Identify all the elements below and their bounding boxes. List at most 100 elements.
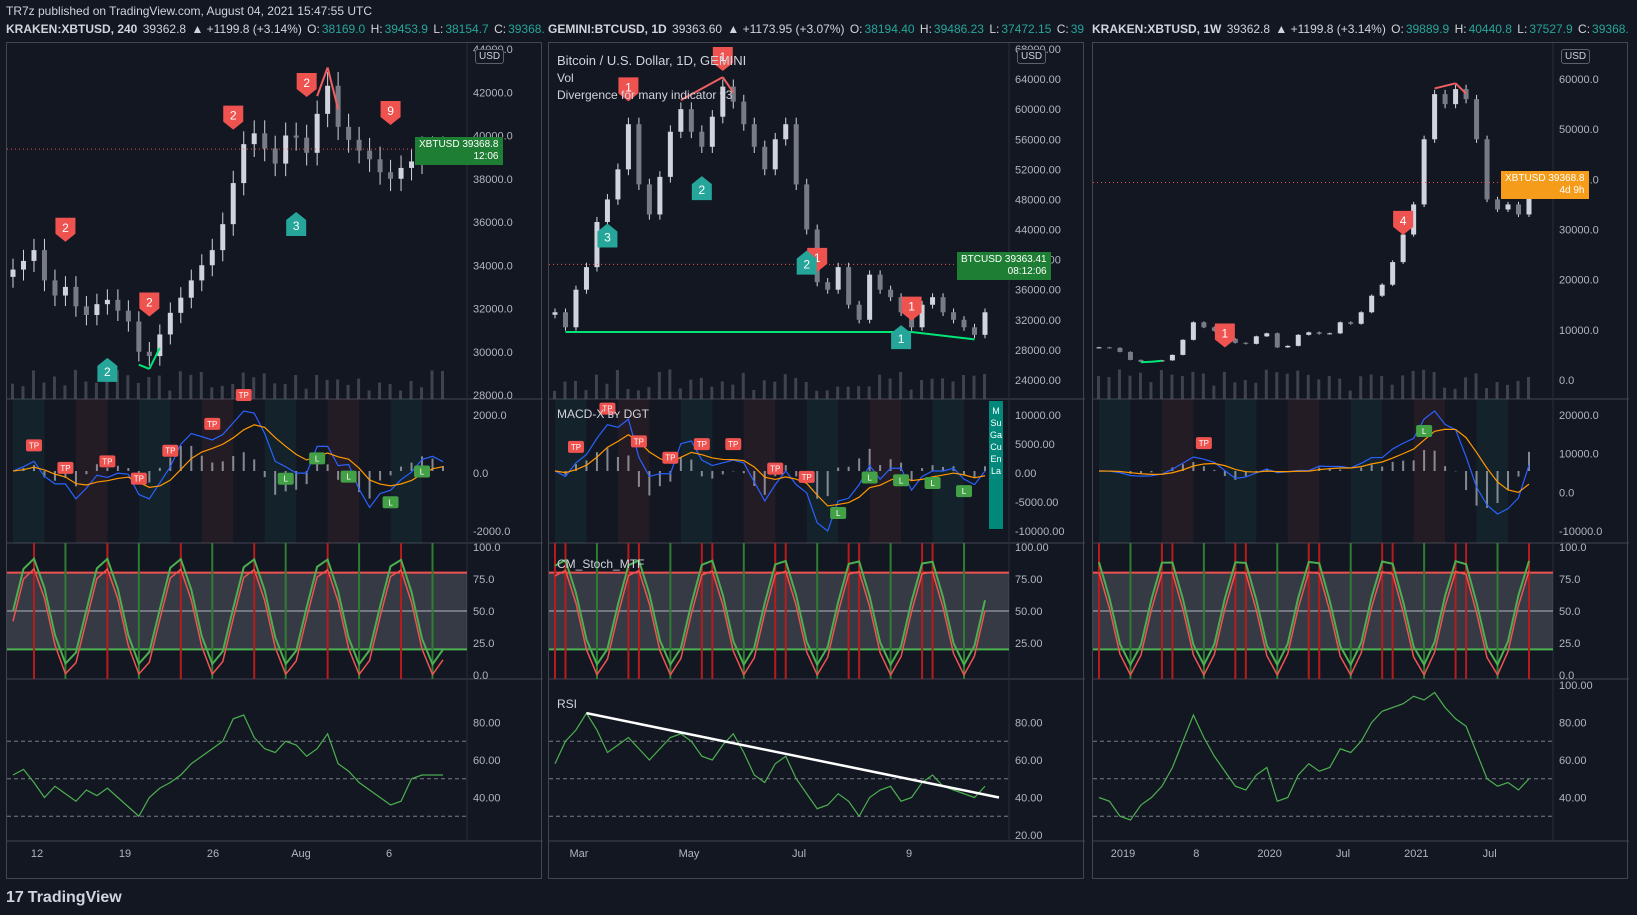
volume-bar — [1264, 369, 1268, 399]
time-axis-label: Aug — [291, 848, 311, 860]
macd-histogram-bar — [1139, 471, 1142, 474]
price-tick-label: 32000.0 — [473, 304, 513, 316]
header-1: KRAKEN:XBTUSD, 240 39362.8 ▲ +1199.8 (+3… — [6, 22, 547, 36]
macd-signal-marker — [956, 485, 973, 498]
candle-body — [720, 86, 726, 117]
macd-tick-label: 0.00 — [1015, 468, 1036, 480]
bullish-signal-marker — [286, 211, 307, 236]
macd-histogram-bar — [1265, 468, 1268, 471]
volume-bar — [888, 378, 892, 399]
chart-panel-240[interactable]: 44000.042000.040000.038000.036000.034000… — [6, 42, 543, 880]
volume-bar — [388, 384, 392, 399]
candle-body — [1337, 322, 1343, 334]
volume-bar — [699, 377, 703, 399]
chart-svg-240[interactable]: 44000.042000.040000.038000.036000.034000… — [7, 43, 543, 880]
header-h-label: H: — [370, 22, 383, 36]
candle-body — [178, 297, 184, 313]
macd-signal-label: TP — [165, 447, 175, 456]
chart-svg-1d[interactable]: 68000.0064000.0060000.0056000.0052000.00… — [549, 43, 1085, 880]
bullish-divergence-line — [148, 347, 161, 370]
price-tick-label: 52000.00 — [1015, 164, 1061, 176]
macd-histogram-bar — [116, 465, 119, 471]
macd-histogram-bar — [847, 466, 850, 471]
volume-bar — [825, 390, 829, 399]
candle-body — [62, 286, 68, 296]
candle-body — [888, 289, 894, 298]
volume-bar — [73, 369, 77, 399]
rsi-trendline — [586, 711, 1000, 799]
side-tab-item: En — [990, 454, 1002, 464]
macd-histogram-bar — [1181, 464, 1184, 471]
bullish-divergence-line — [911, 330, 975, 341]
macd-histogram-bar — [606, 448, 609, 471]
candle-body — [688, 109, 694, 132]
macd-histogram-bar — [690, 459, 693, 471]
candle-body — [835, 267, 841, 290]
volume-bar — [584, 390, 588, 399]
price-tick-label: 36000.0 — [473, 217, 513, 229]
price-tick-label: 60000.0 — [1559, 74, 1599, 86]
stoch-tick-label: 75.0 — [1559, 574, 1580, 586]
candle-body — [1306, 332, 1312, 335]
candle-body — [1348, 322, 1354, 324]
candle-body — [1411, 204, 1417, 235]
candle-body — [10, 269, 16, 277]
tradingview-brand[interactable]: 17 TradingView — [6, 889, 122, 907]
price-tick-label: 36000.00 — [1015, 285, 1061, 297]
header-l-label: L: — [989, 22, 1000, 36]
price-tick-label: 38000.0 — [473, 174, 513, 186]
macd-histogram-bar — [616, 456, 619, 471]
macd-histogram-bar — [1423, 449, 1426, 471]
macd-signal-label: TP — [770, 465, 780, 474]
candle-body — [52, 280, 58, 296]
candle-body — [1516, 204, 1522, 215]
macd-histogram-bar — [389, 471, 392, 476]
currency-badge[interactable]: USD — [1017, 49, 1047, 64]
time-axis-label: 8 — [1193, 848, 1199, 860]
stoch-tick-label: 100.0 — [1559, 542, 1587, 554]
macd-histogram-bar — [868, 448, 871, 471]
volume-bar — [1097, 375, 1100, 399]
candle-body — [961, 319, 967, 328]
macd-histogram-bar — [95, 464, 98, 471]
macd-signal-marker — [830, 507, 847, 519]
volume-bar — [1516, 380, 1520, 399]
macd-histogram-bar — [1150, 471, 1153, 473]
candle-body — [1127, 351, 1133, 360]
macd-tick-label: 0.0 — [473, 468, 488, 480]
candle-body — [678, 109, 684, 132]
volume-bar — [1159, 370, 1163, 399]
macd-signal-label: TP — [29, 441, 39, 450]
header-low: 37527.9 — [1529, 22, 1573, 36]
candle-body — [730, 86, 736, 102]
overlay-vol: Vol — [557, 71, 574, 85]
candle-body — [220, 224, 226, 251]
candle-body — [1390, 262, 1396, 285]
currency-badge[interactable]: USD — [475, 49, 505, 64]
macd-histogram-bar — [295, 471, 298, 490]
volume-bar — [657, 371, 661, 399]
candle-body — [940, 297, 946, 313]
macd-background-band — [869, 399, 902, 543]
currency-badge[interactable]: USD — [1561, 49, 1591, 64]
candle-body — [804, 184, 810, 230]
macd-histogram-bar — [921, 468, 924, 471]
header-l-label: L: — [1517, 22, 1528, 36]
macd-histogram-bar — [379, 471, 382, 481]
volume-bar — [857, 386, 861, 399]
macd-signal-marker — [567, 440, 584, 453]
macd-histogram-bar — [274, 471, 277, 495]
header-last: 39363.60 — [672, 22, 723, 36]
indicator-side-tab[interactable]: M Su Ga Cu En La — [989, 401, 1003, 529]
volume-bar — [420, 387, 424, 399]
chart-panel-1w[interactable]: 60000.050000.040000.030000.020000.010000… — [1092, 42, 1629, 880]
chart-svg-1w[interactable]: 60000.050000.040000.030000.020000.010000… — [1093, 43, 1629, 880]
volume-bar — [1233, 382, 1237, 399]
candle-body — [657, 176, 663, 215]
chart-panel-1d[interactable]: 68000.0064000.0060000.0056000.0052000.00… — [548, 42, 1085, 880]
candle-body — [283, 135, 289, 164]
candle-body — [793, 124, 799, 185]
stoch-d-line — [554, 569, 986, 677]
bearish-signal-label: 1 — [1222, 327, 1229, 341]
bearish-signal-marker — [380, 101, 401, 126]
